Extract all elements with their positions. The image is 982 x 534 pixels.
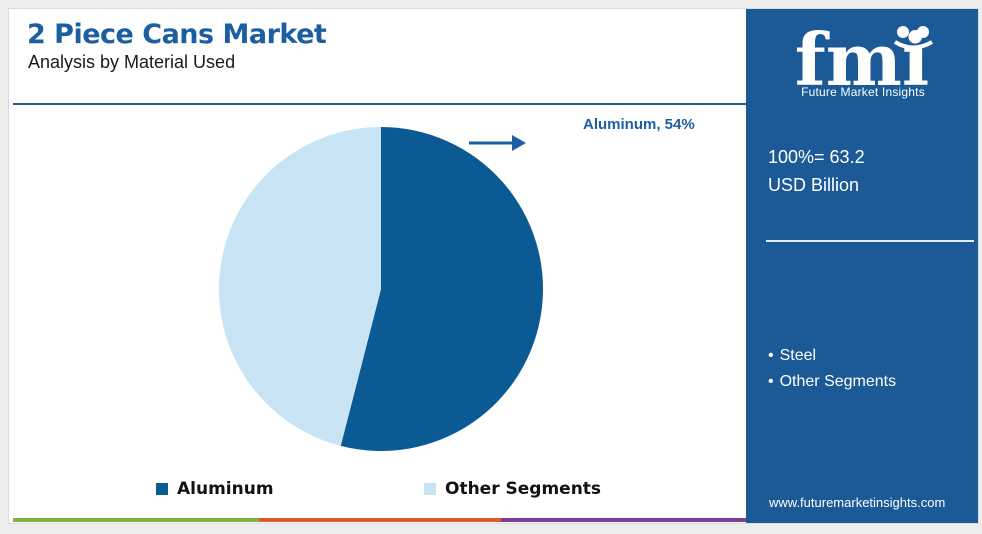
- pie-slice-other-segments: [219, 126, 381, 446]
- market-total-value: 100%= 63.2: [768, 147, 865, 167]
- logo-subtitle: Future Market Insights: [801, 85, 925, 99]
- fmi-logo-icon: fmi: [795, 17, 934, 99]
- bottom-bar-purple: [501, 518, 746, 522]
- legend-label-aluminum: Aluminum: [177, 479, 274, 499]
- chart-card: 2 Piece Cans Market Analysis by Material…: [8, 8, 979, 524]
- website-link[interactable]: www.futuremarketinsights.com: [769, 495, 946, 510]
- side-panel: fmi Future Market Insights 100%= 63.2 US…: [746, 9, 978, 523]
- side-divider: [766, 240, 974, 242]
- legend-swatch-aluminum: [156, 483, 168, 495]
- arrow-right-icon: [469, 135, 526, 151]
- other-segment-item: Other Segments: [768, 369, 897, 395]
- other-segment-item: Steel: [768, 343, 896, 369]
- legend-swatch-other-segments: [424, 483, 436, 495]
- title-divider: [13, 103, 746, 105]
- other-segments-list: Steel Other Segments: [768, 343, 897, 395]
- legend-item-aluminum: Aluminum: [156, 479, 274, 499]
- pie-callout-label: Aluminum, 54%: [583, 116, 695, 133]
- legend-item-other-segments: Other Segments: [424, 479, 601, 499]
- chart-subtitle: Analysis by Material Used: [28, 52, 236, 72]
- bottom-bar-green: [13, 518, 259, 522]
- pie-chart: [219, 126, 543, 451]
- pie-slice-aluminum: [340, 127, 543, 451]
- chart-title: 2 Piece Cans Market: [27, 19, 327, 50]
- bottom-bar-orange: [259, 518, 501, 522]
- legend-label-other-segments: Other Segments: [445, 479, 602, 499]
- market-total-unit: USD Billion: [768, 175, 860, 195]
- bottom-color-bar: [13, 518, 746, 522]
- pie-slices: [219, 126, 543, 451]
